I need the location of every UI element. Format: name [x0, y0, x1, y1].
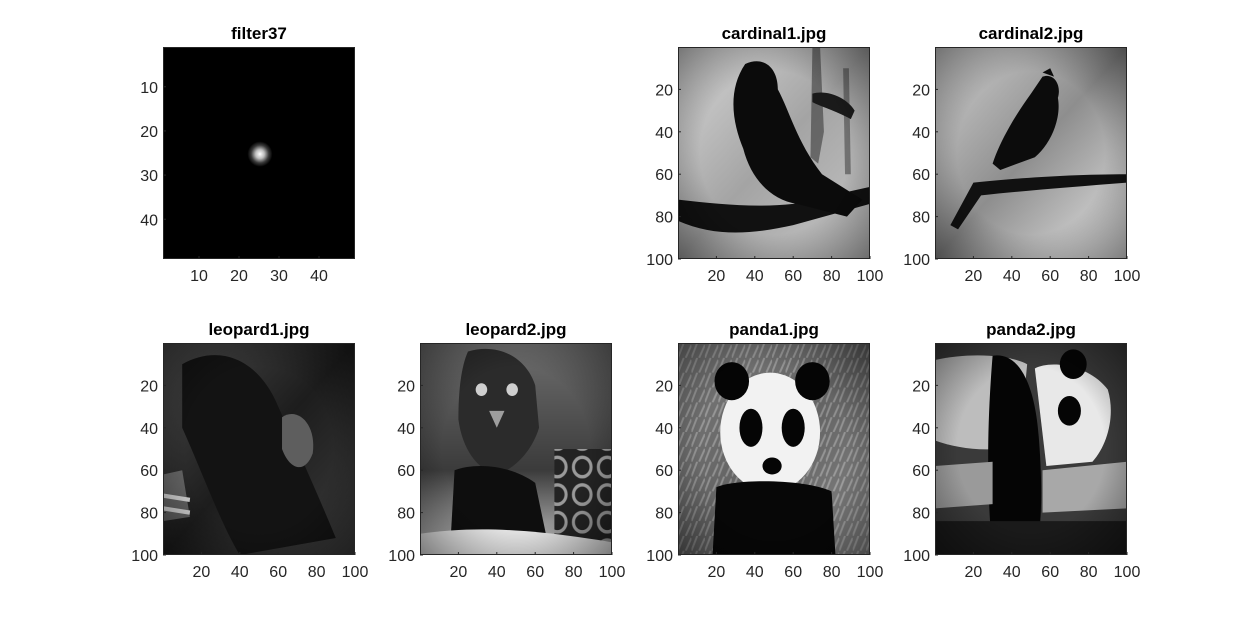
panda2-panel: panda2.jpg 20 40 60 80 100 20 40 60 80 100: [903, 320, 1140, 581]
panda1-ytick-label: 60: [655, 463, 673, 480]
panda2-axes-frame: [935, 343, 1127, 555]
leopard1-image: [163, 343, 355, 555]
panda1-panel: panda1.jpg 20 40 60 80 100 20 40 60 80 100: [646, 320, 883, 581]
leopard2-xtick-label: 100: [599, 564, 626, 581]
panda1-ytick-label: 40: [655, 421, 673, 438]
panda2-xtick-label: 20: [965, 564, 983, 581]
cardinal1-xtick-label: 80: [823, 268, 841, 285]
panda2-xtick-label: 80: [1080, 564, 1098, 581]
panda2-image: [935, 343, 1128, 555]
leopard2-xtick-label: 40: [488, 564, 506, 581]
leopard1-ytick-label: 80: [140, 506, 158, 523]
leopard1-axes-frame: [163, 343, 355, 555]
panda1-axes-frame: [678, 343, 870, 555]
cardinal2-xtick-label: 40: [1003, 268, 1021, 285]
filter-ytick-label: 30: [140, 168, 158, 185]
leopard2-image: [420, 343, 613, 555]
cardinal2-title: cardinal2.jpg: [979, 24, 1084, 43]
leopard1-title: leopard1.jpg: [208, 320, 309, 339]
panda2-ytick-label: 80: [912, 506, 930, 523]
cardinal1-ytick-label: 80: [655, 210, 673, 227]
filter-axes-frame: [163, 47, 355, 259]
leopard1-ytick-label: 60: [140, 463, 158, 480]
leopard1-ytick-label: 20: [140, 378, 158, 395]
filter-ytick-label: 40: [140, 212, 158, 229]
cardinal2-axes-frame: [935, 47, 1127, 259]
cardinal2-ytick-label: 40: [912, 125, 930, 142]
cardinal2-xtick-label: 60: [1041, 268, 1059, 285]
cardinal2-xtick-label: 80: [1080, 268, 1098, 285]
panda1-title: panda1.jpg: [729, 320, 819, 339]
panda2-ytick-label: 60: [912, 463, 930, 480]
leopard2-ytick-label: 20: [397, 378, 415, 395]
panda2-xtick-label: 100: [1114, 564, 1141, 581]
cardinal1-axes-frame: [678, 47, 870, 259]
filter-xtick-label: 40: [310, 268, 328, 285]
leopard1-xtick-label: 60: [269, 564, 287, 581]
cardinal1-image: [678, 47, 870, 259]
cardinal2-xtick-label: 100: [1114, 268, 1141, 285]
panda2-ytick-label: 40: [912, 421, 930, 438]
filter-ytick-label: 20: [140, 124, 158, 141]
cardinal1-xtick-label: 100: [857, 268, 884, 285]
leopard2-xtick-label: 80: [565, 564, 583, 581]
panda2-ytick-label: 100: [903, 548, 930, 565]
leopard2-panel: leopard2.jpg 20 40 60 80 100 20 40 60 80 100: [388, 320, 625, 581]
cardinal2-ytick-label: 80: [912, 210, 930, 227]
leopard1-xtick-label: 80: [308, 564, 326, 581]
cardinal1-title: cardinal1.jpg: [722, 24, 827, 43]
cardinal2-panel: cardinal2.jpg 20 40 60 80 100 20 40 60 80 100: [903, 24, 1140, 285]
cardinal2-ytick-label: 60: [912, 167, 930, 184]
filter-xtick-label: 30: [270, 268, 288, 285]
leopard1-panel: leopard1.jpg 20 40 60 80 100 20 40 60 80 100: [131, 320, 368, 581]
cardinal1-panel: cardinal1.jpg 20 40 60 80 100 20 40 60 80 100: [646, 24, 883, 285]
leopard2-ytick-label: 60: [397, 463, 415, 480]
cardinal1-xtick-label: 40: [746, 268, 764, 285]
filter-title: filter37: [231, 24, 287, 43]
filter-panel: filter37 10 20 30 40 10 20 30 40: [140, 24, 355, 285]
panda1-xtick-label: 80: [823, 564, 841, 581]
panda1-xtick-label: 40: [746, 564, 764, 581]
cardinal2-xtick-label: 20: [965, 268, 983, 285]
filter-ytick-label: 10: [140, 80, 158, 97]
leopard1-xtick-label: 40: [231, 564, 249, 581]
filter-image: [163, 47, 355, 259]
leopard2-ytick-label: 80: [397, 506, 415, 523]
panda1-xtick-label: 20: [708, 564, 726, 581]
panda1-image: [678, 343, 870, 555]
cardinal1-ytick-label: 20: [655, 82, 673, 99]
leopard2-axes-frame: [420, 343, 612, 555]
filter-xtick-label: 20: [230, 268, 248, 285]
cardinal1-ytick-label: 60: [655, 167, 673, 184]
panda1-ytick-label: 20: [655, 378, 673, 395]
panda1-ytick-label: 80: [655, 506, 673, 523]
cardinal1-ytick-label: 100: [646, 252, 673, 269]
leopard2-title: leopard2.jpg: [465, 320, 566, 339]
leopard2-ytick-label: 100: [388, 548, 415, 565]
cardinal1-xtick-label: 60: [784, 268, 802, 285]
leopard1-ytick-label: 100: [131, 548, 158, 565]
leopard2-xtick-label: 20: [450, 564, 468, 581]
panda1-xtick-label: 60: [784, 564, 802, 581]
panda2-xtick-label: 40: [1003, 564, 1021, 581]
cardinal2-ytick-label: 100: [903, 252, 930, 269]
cardinal1-xtick-label: 20: [708, 268, 726, 285]
panda2-ytick-label: 20: [912, 378, 930, 395]
cardinal1-ytick-label: 40: [655, 125, 673, 142]
panda1-ytick-label: 100: [646, 548, 673, 565]
leopard2-ytick-label: 40: [397, 421, 415, 438]
panda1-xtick-label: 100: [857, 564, 884, 581]
leopard1-xtick-label: 100: [342, 564, 369, 581]
leopard2-xtick-label: 60: [526, 564, 544, 581]
panda2-xtick-label: 60: [1041, 564, 1059, 581]
leopard1-ytick-label: 40: [140, 421, 158, 438]
leopard1-xtick-label: 20: [193, 564, 211, 581]
cardinal2-ytick-label: 20: [912, 82, 930, 99]
panda2-title: panda2.jpg: [986, 320, 1076, 339]
filter-xtick-label: 10: [190, 268, 208, 285]
cardinal2-image: [935, 47, 1127, 259]
